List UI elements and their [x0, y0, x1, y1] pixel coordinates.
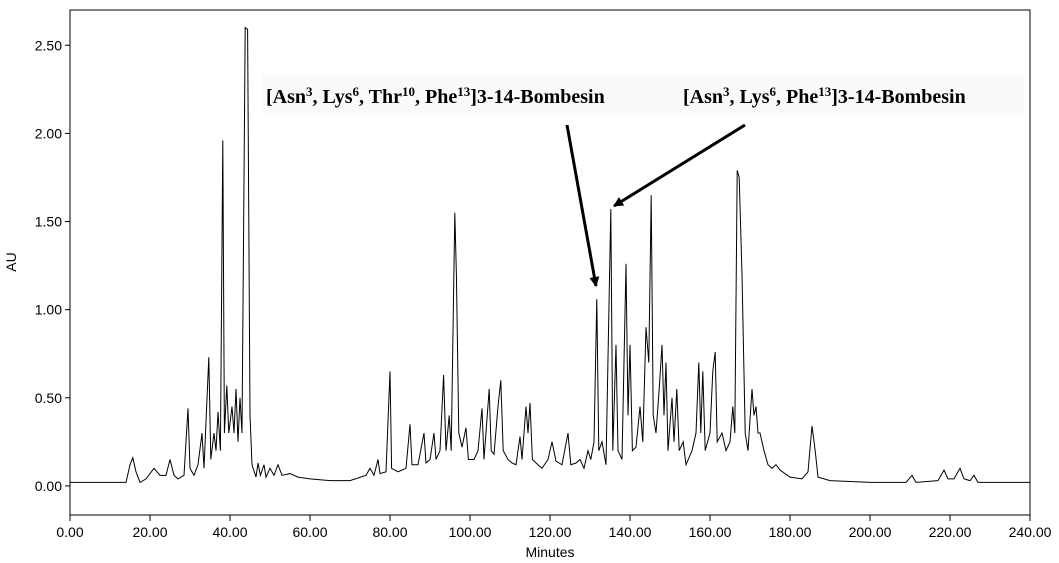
annotation-text: , Lys	[313, 86, 353, 108]
annotation-text: ]3-14-Bombesin	[470, 86, 604, 108]
annotation-text: , Thr	[359, 86, 402, 108]
annotation-superscript: 13	[818, 84, 832, 99]
x-tick-label: 120.00	[529, 524, 572, 540]
annotation-superscript: 3	[723, 84, 730, 99]
y-tick-label: 0.50	[35, 390, 62, 406]
annotation-box	[678, 73, 1024, 115]
x-tick-label: 0.00	[56, 524, 83, 540]
x-tick-label: 100.00	[449, 524, 492, 540]
annotation-superscript: 13	[457, 84, 471, 99]
x-tick-label: 160.00	[689, 524, 732, 540]
annotation: [Asn3, Lys6, Thr10, Phe13]3-14-Bombesin	[266, 84, 605, 109]
annotation-text: , Phe	[776, 86, 818, 108]
annotation-text: ]3-14-Bombesin	[831, 86, 965, 108]
x-tick-label: 220.00	[929, 524, 972, 540]
annotation-text: , Phe	[415, 86, 457, 108]
x-tick-label: 40.00	[212, 524, 247, 540]
x-tick-label: 200.00	[849, 524, 892, 540]
annotation-superscript: 6	[770, 84, 777, 99]
y-axis-label: AU	[3, 252, 19, 271]
chromatogram-line	[70, 26, 1030, 484]
annotation-text: , Lys	[730, 86, 770, 108]
x-tick-label: 60.00	[292, 524, 327, 540]
annotation-superscript: 6	[353, 84, 360, 99]
y-tick-label: 1.00	[35, 302, 62, 318]
x-tick-label: 80.00	[372, 524, 407, 540]
arrow	[565, 124, 600, 287]
annotation-superscript: 10	[402, 84, 415, 99]
x-tick-label: 180.00	[769, 524, 812, 540]
annotation: [Asn3, Lys6, Phe13]3-14-Bombesin	[683, 84, 966, 109]
annotation-text: [Asn	[683, 86, 723, 108]
y-tick-label: 0.00	[35, 478, 62, 494]
y-tick-label: 1.50	[35, 214, 62, 230]
x-tick-label: 20.00	[132, 524, 167, 540]
x-tick-label: 140.00	[609, 524, 652, 540]
y-tick-label: 2.00	[35, 125, 62, 141]
annotation-superscript: 3	[306, 84, 313, 99]
x-tick-label: 240.00	[1009, 524, 1052, 540]
x-axis-label: Minutes	[525, 544, 574, 560]
arrow	[613, 123, 746, 208]
annotation-box	[262, 73, 680, 115]
y-tick-label: 2.50	[35, 37, 62, 53]
annotation-text: [Asn	[266, 86, 306, 108]
plot: 0.00 0.50 1.00 1.50 2.00 2.50 0.00 20.00 40.00 60…	[35, 26, 1052, 540]
